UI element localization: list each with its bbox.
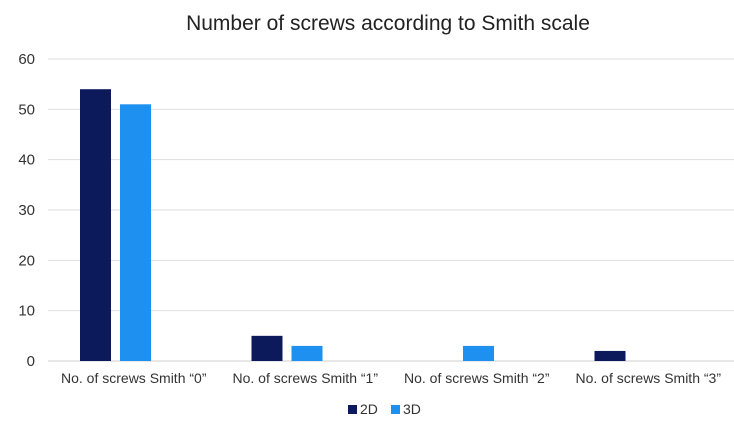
- x-axis: No. of screws Smith “0” No. of screws Smi…: [61, 370, 721, 386]
- x-category-label: No. of screws Smith “3”: [576, 370, 722, 386]
- bars: [80, 89, 626, 362]
- legend-swatch-3d: [391, 405, 400, 414]
- bar-3d-2: [463, 345, 494, 361]
- legend: 2D 3D: [348, 401, 421, 417]
- x-category-label: No. of screws Smith “1”: [233, 370, 379, 386]
- legend-label-2d: 2D: [360, 401, 378, 417]
- gridlines: [48, 58, 734, 362]
- legend-swatch-2d: [348, 405, 357, 414]
- bar-2d-3: [594, 350, 626, 361]
- y-tick-label: 30: [18, 202, 35, 219]
- y-tick-label: 50: [18, 101, 35, 118]
- y-tick-label: 20: [18, 252, 35, 269]
- bar-2d-1: [251, 335, 283, 361]
- chart-title: Number of screws according to Smith scal…: [186, 12, 590, 35]
- y-tick-label: 0: [27, 353, 35, 370]
- y-axis: 0 10 20 30 40 50 60: [18, 51, 35, 370]
- x-category-label: No. of screws Smith “2”: [404, 370, 550, 386]
- bar-3d-0: [120, 104, 151, 362]
- legend-label-3d: 3D: [403, 401, 421, 417]
- y-tick-label: 10: [18, 303, 35, 320]
- bar-3d-1: [291, 345, 323, 361]
- y-tick-label: 40: [18, 152, 35, 169]
- bar-2d-0: [80, 89, 111, 361]
- y-tick-label: 60: [18, 51, 35, 68]
- x-category-label: No. of screws Smith “0”: [61, 370, 207, 386]
